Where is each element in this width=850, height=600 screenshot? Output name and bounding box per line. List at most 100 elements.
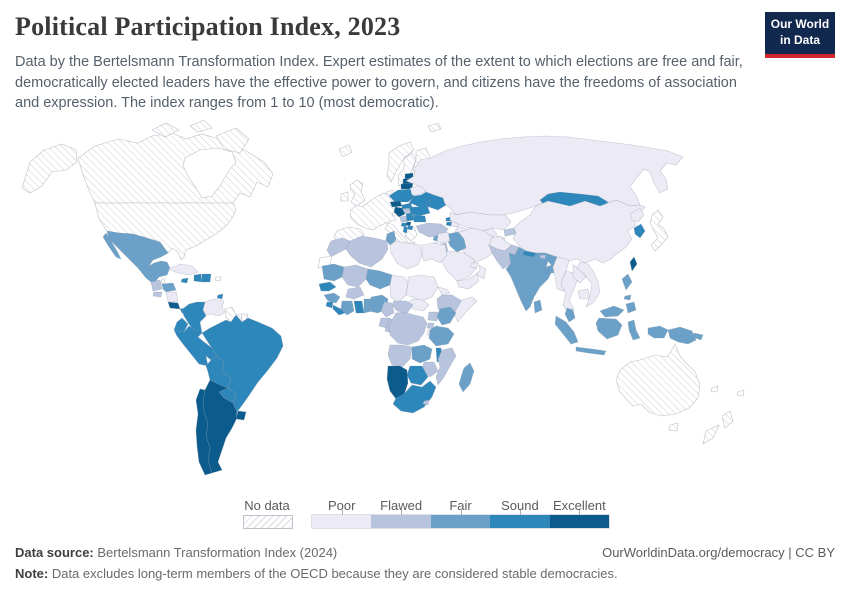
country-new-caledonia[interactable] [710, 385, 719, 393]
country-norway[interactable] [386, 141, 415, 183]
country-new-zealand[interactable] [702, 424, 720, 445]
country-vietnam[interactable] [576, 261, 601, 308]
country-dominican-republic[interactable] [201, 273, 212, 283]
country-romania[interactable] [408, 204, 431, 217]
country-cuba[interactable] [167, 263, 199, 276]
legend-label-flawed[interactable]: Flawed [380, 498, 423, 513]
country-croatia[interactable] [393, 206, 406, 218]
legend-segment-sound[interactable] [490, 515, 550, 528]
country-canada[interactable] [151, 122, 180, 138]
country-united-arab-emirates[interactable] [469, 262, 479, 269]
country-guinea[interactable] [323, 292, 341, 304]
country-colombia[interactable] [181, 301, 207, 334]
country-north-macedonia[interactable] [406, 225, 414, 231]
country-mali[interactable] [341, 264, 369, 288]
country-yemen[interactable] [456, 272, 480, 290]
owid-link[interactable]: OurWorldinData.org/democracy [602, 545, 785, 560]
legend-label-sound[interactable]: Sound [501, 498, 539, 513]
country-malaysia[interactable] [564, 307, 576, 323]
country-australia[interactable] [615, 343, 701, 417]
country-democratic-republic-of-congo[interactable] [388, 311, 428, 346]
country-indonesia[interactable] [595, 317, 623, 340]
country-kosovo[interactable] [405, 221, 412, 227]
country-south-korea[interactable] [633, 223, 646, 239]
country-indonesia[interactable] [554, 315, 579, 345]
country-malaysia[interactable] [599, 305, 625, 318]
country-mexico[interactable] [102, 232, 122, 260]
legend-no-data-label[interactable]: No data [244, 498, 290, 513]
legend-no-data-swatch[interactable] [243, 515, 293, 529]
country-angola[interactable] [387, 344, 413, 368]
license-text[interactable]: CC BY [795, 545, 835, 560]
country-niger[interactable] [365, 268, 393, 290]
country-chile[interactable] [195, 388, 213, 476]
country-zambia[interactable] [411, 344, 433, 364]
country-indonesia[interactable] [627, 319, 641, 341]
legend-label-poor[interactable]: Poor [327, 498, 356, 513]
country-guatemala[interactable] [150, 279, 163, 292]
country-uganda[interactable] [427, 311, 439, 322]
country-haiti[interactable] [193, 273, 203, 283]
country-madagascar[interactable] [458, 362, 475, 393]
country-liberia[interactable] [332, 304, 346, 316]
country-cambodia[interactable] [577, 288, 591, 300]
country-taiwan[interactable] [629, 256, 638, 272]
country-canada[interactable] [189, 119, 213, 133]
country-somalia[interactable] [453, 296, 478, 323]
legend-segment-excellent[interactable] [549, 515, 610, 528]
country-south-africa[interactable] [392, 380, 437, 414]
country-honduras[interactable] [161, 282, 177, 293]
country-saudi-arabia[interactable] [439, 250, 478, 282]
country-tunisia[interactable] [385, 230, 397, 246]
country-costa-rica[interactable] [167, 301, 181, 310]
country-kenya[interactable] [436, 306, 457, 326]
country-tanzania[interactable] [428, 325, 455, 347]
country-bhutan[interactable] [539, 254, 547, 260]
country-oman[interactable] [476, 264, 487, 280]
country-indonesia[interactable] [647, 325, 669, 339]
country-papua-new-guinea[interactable] [692, 332, 704, 341]
legend-segment-fair[interactable] [430, 515, 491, 528]
country-venezuela[interactable] [202, 298, 226, 317]
country-china[interactable] [512, 199, 646, 264]
country-united-states[interactable] [94, 202, 237, 261]
country-philippines[interactable] [623, 294, 632, 301]
country-cameroon[interactable] [380, 301, 395, 318]
country-united-states[interactable] [21, 143, 78, 194]
country-new-zealand[interactable] [721, 410, 734, 429]
country-bosnia-and-herzegovina[interactable] [399, 215, 408, 223]
country-india[interactable] [505, 246, 558, 312]
country-norway[interactable] [427, 122, 442, 133]
country-sudan[interactable] [405, 274, 439, 302]
legend-segment-poor[interactable] [312, 515, 372, 528]
country-puerto-rico[interactable] [214, 276, 222, 282]
country-mauritania[interactable] [321, 263, 345, 282]
country-nicaragua[interactable] [165, 291, 179, 303]
country-cote-d-ivoire[interactable] [340, 300, 355, 316]
country-ireland[interactable] [340, 191, 349, 202]
country-belize[interactable] [160, 278, 166, 285]
country-jamaica[interactable] [180, 277, 189, 284]
country-egypt[interactable] [421, 242, 448, 264]
country-uruguay[interactable] [235, 410, 247, 421]
country-chad[interactable] [389, 274, 409, 304]
country-bangladesh[interactable] [545, 264, 555, 274]
country-philippines[interactable] [621, 273, 633, 291]
country-sri-lanka[interactable] [533, 299, 543, 314]
country-united-kingdom[interactable] [349, 179, 366, 207]
legend-segment-flawed[interactable] [371, 515, 431, 528]
country-albania[interactable] [402, 226, 408, 234]
legend-label-fair[interactable]: Fair [449, 498, 472, 513]
country-canada[interactable] [215, 127, 250, 154]
country-indonesia[interactable] [575, 346, 607, 356]
country-iraq[interactable] [447, 231, 467, 253]
country-nepal[interactable] [522, 250, 537, 258]
country-morocco[interactable] [326, 237, 351, 258]
country-iceland[interactable] [338, 144, 353, 158]
country-japan[interactable] [649, 209, 669, 252]
country-czechia[interactable] [389, 200, 403, 208]
country-el-salvador[interactable] [152, 291, 163, 298]
country-greenland[interactable] [182, 147, 237, 199]
legend-label-excellent[interactable]: Excellent [552, 498, 606, 513]
country-sierra-leone[interactable] [325, 301, 334, 309]
